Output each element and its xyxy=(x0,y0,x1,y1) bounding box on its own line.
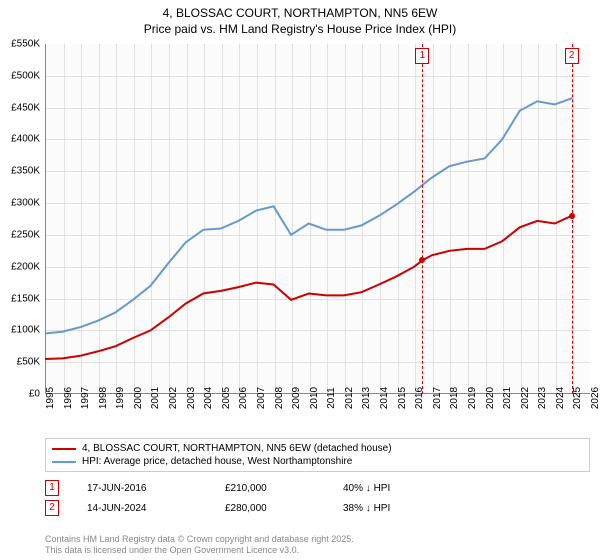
chart-lines xyxy=(45,44,590,394)
marker-badge: 2 xyxy=(565,48,579,64)
legend-swatch xyxy=(52,461,76,463)
legend-item: 4, BLOSSAC COURT, NORTHAMPTON, NN5 6EW (… xyxy=(52,442,583,455)
x-axis-label: 2003 xyxy=(186,387,197,409)
marker-date: 14-JUN-2024 xyxy=(87,503,197,514)
marker-point xyxy=(569,213,575,219)
y-axis-label: £100K xyxy=(0,325,40,336)
x-axis-label: 2005 xyxy=(221,387,232,409)
y-axis-label: £150K xyxy=(0,293,40,304)
y-axis-label: £200K xyxy=(0,261,40,272)
x-axis-label: 2002 xyxy=(168,387,179,409)
x-axis-label: 2011 xyxy=(326,387,337,409)
x-axis-label: 2022 xyxy=(520,387,531,409)
chart-area: £0£50K£100K£150K£200K£250K£300K£350K£400… xyxy=(45,44,590,394)
legend-item: HPI: Average price, detached house, West… xyxy=(52,455,583,468)
title-line-1: 4, BLOSSAC COURT, NORTHAMPTON, NN5 6EW xyxy=(0,6,600,22)
marker-date: 17-JUN-2016 xyxy=(87,483,197,494)
x-axis-label: 2023 xyxy=(537,387,548,409)
x-axis-label: 1998 xyxy=(98,387,109,409)
x-axis-label: 2007 xyxy=(256,387,267,409)
marker-delta: 40% ↓ HPI xyxy=(343,483,390,494)
x-axis-label: 2009 xyxy=(291,387,302,409)
x-axis-label: 2001 xyxy=(150,387,161,409)
x-axis-label: 2012 xyxy=(344,387,355,409)
x-axis-label: 2020 xyxy=(485,387,496,409)
x-axis-label: 2000 xyxy=(133,387,144,409)
marker-point xyxy=(419,257,425,263)
x-axis-label: 1995 xyxy=(45,387,56,409)
x-axis-label: 2015 xyxy=(397,387,408,409)
x-axis-label: 2024 xyxy=(555,387,566,409)
marker-table-row: 2 14-JUN-2024 £280,000 38% ↓ HPI xyxy=(45,500,390,516)
y-axis-label: £300K xyxy=(0,198,40,209)
legend: 4, BLOSSAC COURT, NORTHAMPTON, NN5 6EW (… xyxy=(45,438,590,472)
marker-badge: 1 xyxy=(415,48,429,64)
legend-label: HPI: Average price, detached house, West… xyxy=(82,456,352,467)
x-axis-label: 2014 xyxy=(379,387,390,409)
x-axis-label: 2025 xyxy=(572,387,583,409)
y-axis-label: £0 xyxy=(0,389,40,400)
legend-label: 4, BLOSSAC COURT, NORTHAMPTON, NN5 6EW (… xyxy=(82,443,392,454)
x-axis-label: 2006 xyxy=(238,387,249,409)
marker-table-badge: 2 xyxy=(45,500,59,516)
x-axis-label: 2018 xyxy=(449,387,460,409)
y-axis-label: £550K xyxy=(0,39,40,50)
x-axis-label: 1997 xyxy=(80,387,91,409)
x-axis-label: 2017 xyxy=(432,387,443,409)
x-axis-label: 1999 xyxy=(115,387,126,409)
title-line-2: Price paid vs. HM Land Registry's House … xyxy=(0,22,600,38)
chart-title: 4, BLOSSAC COURT, NORTHAMPTON, NN5 6EW P… xyxy=(0,0,600,37)
marker-delta: 38% ↓ HPI xyxy=(343,503,390,514)
series-line xyxy=(45,98,572,333)
marker-vline xyxy=(422,44,423,394)
x-axis-label: 2021 xyxy=(502,387,513,409)
legend-swatch xyxy=(52,448,76,450)
x-axis-label: 2004 xyxy=(203,387,214,409)
y-axis-label: £50K xyxy=(0,357,40,368)
marker-price: £210,000 xyxy=(225,483,315,494)
x-axis-label: 2008 xyxy=(274,387,285,409)
y-axis-label: £500K xyxy=(0,70,40,81)
series-line xyxy=(45,216,572,359)
footer-attribution: Contains HM Land Registry data © Crown c… xyxy=(45,534,354,557)
marker-table-badge: 1 xyxy=(45,480,59,496)
marker-table-row: 1 17-JUN-2016 £210,000 40% ↓ HPI xyxy=(45,480,390,496)
footer-line-2: This data is licensed under the Open Gov… xyxy=(45,545,354,556)
x-axis-label: 1996 xyxy=(63,387,74,409)
marker-price: £280,000 xyxy=(225,503,315,514)
marker-vline xyxy=(572,44,573,394)
x-axis-label: 2013 xyxy=(361,387,372,409)
y-axis-label: £450K xyxy=(0,102,40,113)
marker-table: 1 17-JUN-2016 £210,000 40% ↓ HPI 2 14-JUN-202… xyxy=(45,480,390,520)
y-axis-label: £400K xyxy=(0,134,40,145)
y-axis-label: £350K xyxy=(0,166,40,177)
footer-line-1: Contains HM Land Registry data © Crown c… xyxy=(45,534,354,545)
x-axis-label: 2010 xyxy=(309,387,320,409)
x-axis-label: 2026 xyxy=(590,387,600,409)
y-axis-label: £250K xyxy=(0,229,40,240)
x-axis-label: 2016 xyxy=(414,387,425,409)
x-axis-label: 2019 xyxy=(467,387,478,409)
